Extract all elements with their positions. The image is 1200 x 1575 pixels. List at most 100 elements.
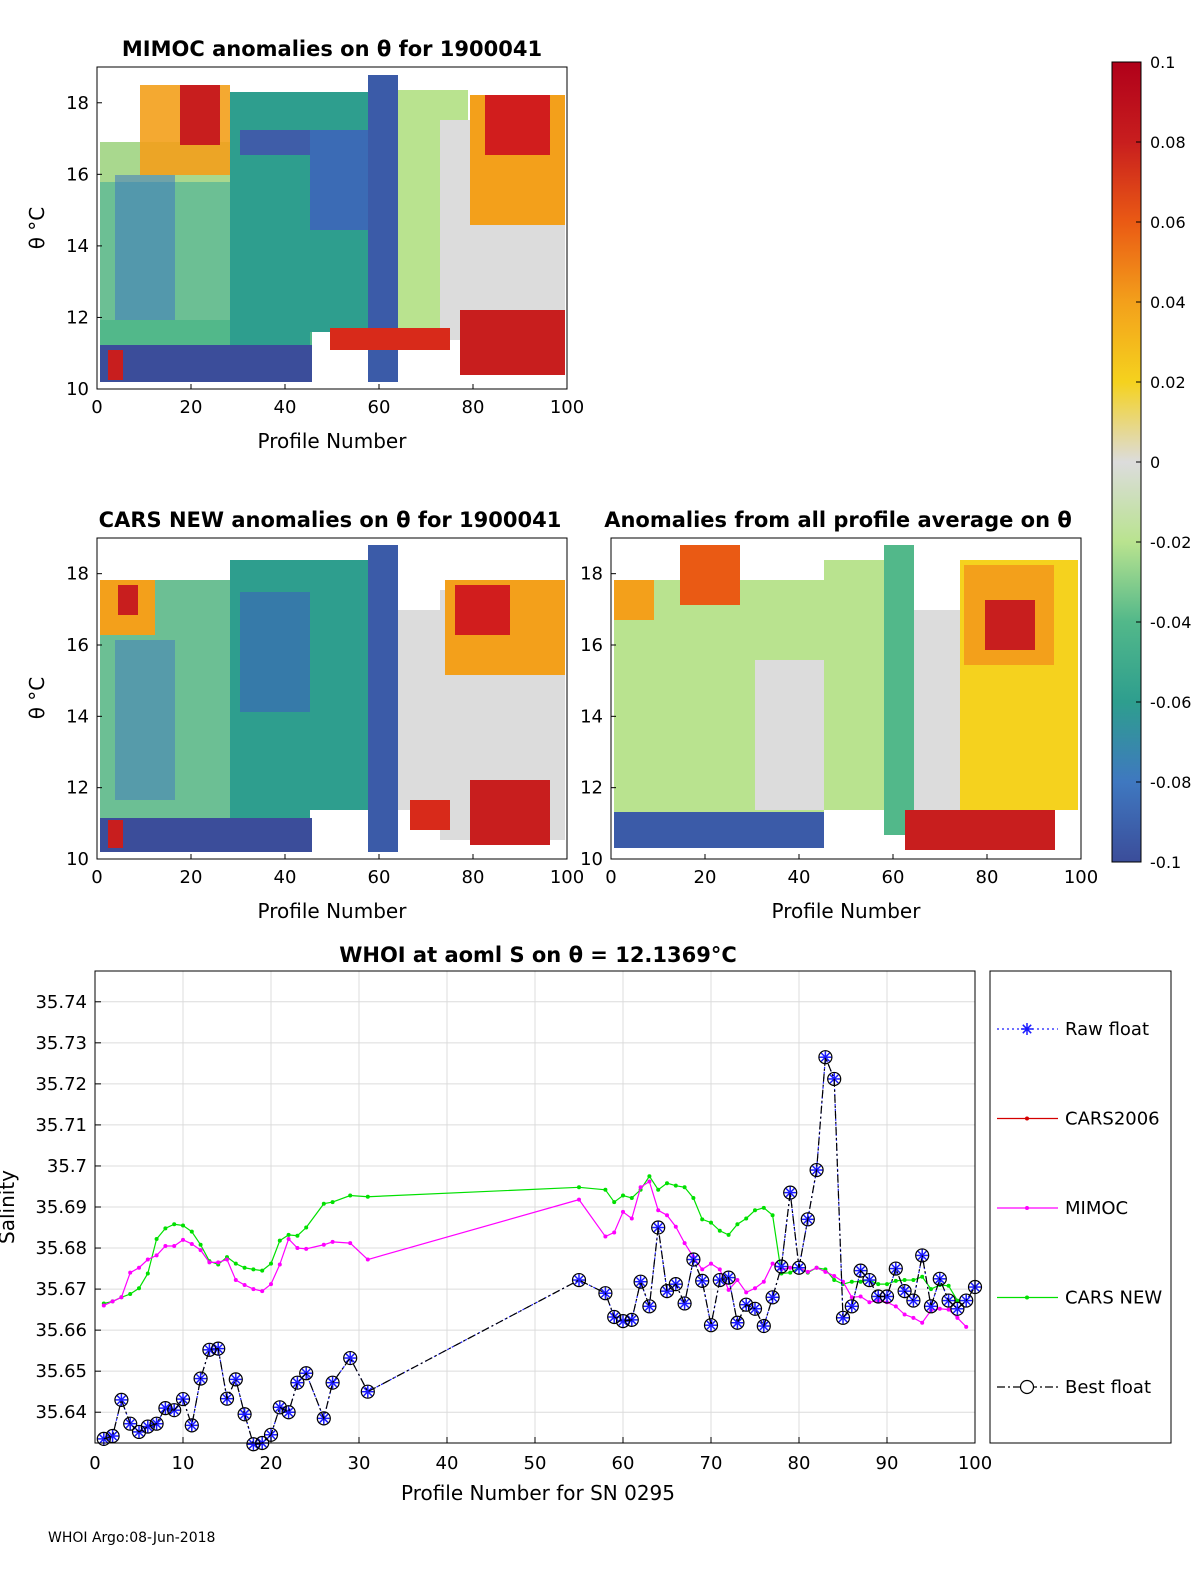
point-cars-new bbox=[365, 1194, 370, 1199]
heatmap-mimoc-field bbox=[100, 75, 565, 382]
point-mimoc bbox=[286, 1237, 291, 1242]
point-mimoc bbox=[946, 1307, 951, 1312]
point-mimoc bbox=[665, 1213, 669, 1218]
x-tick-label: 0 bbox=[89, 1453, 100, 1474]
point-cars-new bbox=[189, 1229, 194, 1234]
colorbar-tick-label: 0.1 bbox=[1150, 53, 1175, 72]
point-best-float bbox=[659, 1284, 675, 1299]
point-best-float bbox=[730, 1315, 745, 1330]
point-best-float bbox=[571, 1272, 587, 1288]
point-mimoc bbox=[277, 1262, 282, 1267]
salinity-chart-series bbox=[96, 1050, 983, 1452]
point-cars-new bbox=[154, 1237, 159, 1242]
point-best-float bbox=[624, 1312, 639, 1327]
x-tick-label: 30 bbox=[348, 1453, 371, 1474]
x-tick-label: 40 bbox=[274, 867, 297, 888]
y-tick-label: 14 bbox=[66, 236, 89, 257]
salinity-chart: WHOI at aoml S on θ = 12.1369°C 0 10 20 30 4… bbox=[0, 943, 992, 1505]
point-mimoc bbox=[207, 1260, 212, 1265]
point-cars-new bbox=[128, 1292, 133, 1297]
point-raw-float bbox=[845, 1300, 858, 1313]
y-tick-label: 35.74 bbox=[35, 992, 87, 1013]
point-cars-new bbox=[251, 1267, 256, 1272]
point-best-float bbox=[651, 1220, 666, 1235]
point-mimoc bbox=[233, 1278, 238, 1283]
point-raw-float bbox=[344, 1352, 357, 1365]
x-tick-label: 40 bbox=[788, 867, 811, 888]
point-raw-float bbox=[925, 1300, 937, 1313]
x-tick-label: 80 bbox=[462, 867, 485, 888]
point-cars-new bbox=[911, 1278, 916, 1283]
point-cars-new bbox=[348, 1193, 353, 1198]
point-cars-new bbox=[137, 1286, 141, 1291]
point-mimoc bbox=[242, 1282, 247, 1287]
footer-label: WHOI Argo:08-Jun-2018 bbox=[48, 1530, 215, 1546]
heatmap-mimoc: MIMOC anomalies on θ for 1900041 0 20 40 60… bbox=[25, 37, 584, 453]
heatmap-avg-xlabel: Profile Number bbox=[772, 899, 922, 923]
x-tick-label: 20 bbox=[260, 1453, 283, 1474]
point-mimoc bbox=[198, 1248, 203, 1253]
point-best-float bbox=[325, 1375, 340, 1390]
point-mimoc bbox=[858, 1294, 863, 1299]
point-best-float bbox=[747, 1301, 763, 1316]
heatmap-cars-axes bbox=[96, 537, 568, 860]
heatmap-cars: CARS NEW anomalies on θ for 1900041 0 20 4… bbox=[25, 508, 584, 923]
point-cars-new bbox=[849, 1279, 854, 1284]
point-cars-new bbox=[277, 1238, 282, 1243]
point-cars-new bbox=[172, 1222, 177, 1227]
point-cars-new bbox=[163, 1226, 168, 1231]
x-tick-label: 20 bbox=[180, 867, 203, 888]
point-best-float bbox=[246, 1437, 261, 1452]
y-tick-label: 35.64 bbox=[35, 1402, 87, 1423]
point-mimoc bbox=[682, 1241, 687, 1246]
x-tick-label: 80 bbox=[788, 1453, 811, 1474]
heatmap-mimoc-ylabel: θ °C bbox=[25, 207, 49, 250]
colorbar-ticks: 0.1 0.08 0.06 0.04 0.02 0 -0.02 -0.04 -0.06 -0.08… bbox=[1136, 53, 1191, 872]
point-best-float bbox=[202, 1342, 217, 1357]
salinity-chart-ticks: 0 10 20 30 40 50 60 70 80 90 100 35.64 35.65 35.66 35.… bbox=[35, 992, 992, 1474]
point-raw-float bbox=[634, 1275, 647, 1288]
point-mimoc bbox=[330, 1239, 335, 1244]
point-cars-new bbox=[577, 1185, 581, 1190]
y-tick-label: 16 bbox=[66, 635, 89, 656]
point-raw-float bbox=[678, 1297, 691, 1310]
y-tick-label: 14 bbox=[66, 706, 89, 727]
heatmap-avg: Anomalies from all profile average on θ … bbox=[580, 508, 1098, 923]
point-best-float bbox=[783, 1185, 798, 1200]
point-best-float bbox=[642, 1299, 657, 1314]
point-mimoc bbox=[189, 1241, 194, 1246]
x-tick-label: 100 bbox=[958, 1453, 992, 1474]
point-mimoc bbox=[251, 1287, 256, 1292]
point-mimoc bbox=[805, 1269, 810, 1274]
point-best-float bbox=[818, 1050, 833, 1065]
point-cars-new bbox=[955, 1298, 960, 1303]
point-best-float bbox=[827, 1071, 842, 1087]
point-mimoc bbox=[955, 1315, 960, 1320]
point-best-float bbox=[941, 1293, 956, 1308]
point-best-float bbox=[343, 1350, 358, 1366]
point-best-float bbox=[598, 1286, 613, 1301]
y-tick-label: 16 bbox=[580, 635, 603, 656]
point-cars-new bbox=[788, 1270, 793, 1275]
legend-item-raw-float: Raw float bbox=[997, 1019, 1149, 1040]
x-tick-label: 70 bbox=[700, 1453, 723, 1474]
point-best-float bbox=[96, 1431, 111, 1446]
heatmap-mimoc-title: MIMOC anomalies on θ for 1900041 bbox=[122, 37, 542, 61]
heatmap-cars-ticks: 0 20 40 60 80 100 10 12 14 16 18 bbox=[66, 564, 584, 888]
series-line-best-float bbox=[103, 1056, 976, 1445]
point-cars-new bbox=[946, 1283, 951, 1288]
point-mimoc bbox=[911, 1315, 916, 1320]
point-cars-new bbox=[286, 1232, 291, 1237]
point-mimoc bbox=[673, 1224, 678, 1229]
point-best-float bbox=[862, 1272, 877, 1288]
point-mimoc bbox=[295, 1246, 300, 1251]
point-cars-new bbox=[260, 1268, 265, 1273]
point-cars-new bbox=[330, 1200, 335, 1205]
point-best-float bbox=[316, 1411, 331, 1426]
point-mimoc bbox=[304, 1246, 309, 1251]
point-cars-new bbox=[673, 1183, 678, 1188]
point-best-float bbox=[906, 1293, 921, 1308]
point-raw-float bbox=[159, 1402, 172, 1415]
point-mimoc bbox=[629, 1216, 634, 1221]
point-cars-new bbox=[893, 1278, 898, 1283]
